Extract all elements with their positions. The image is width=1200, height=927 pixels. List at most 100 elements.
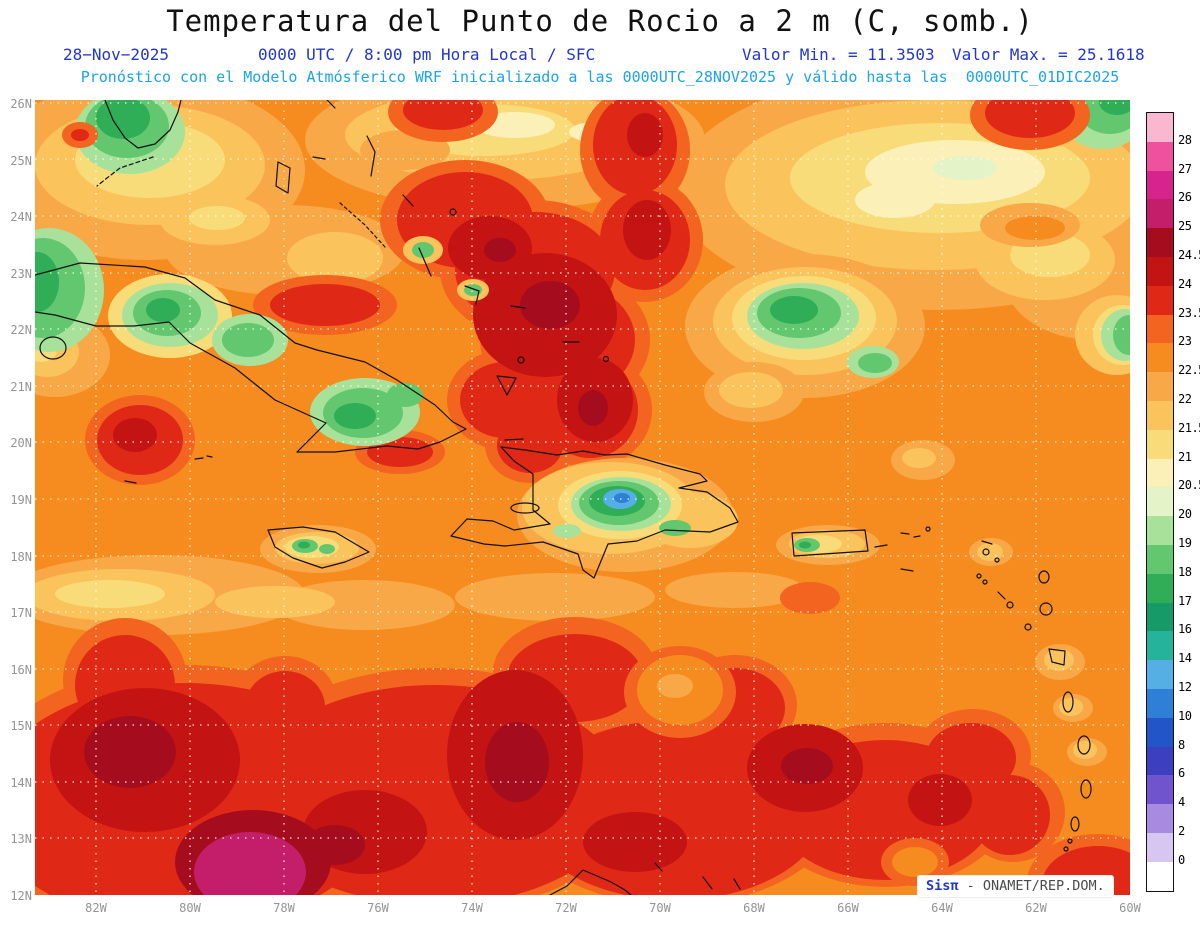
hispaniola-coastline: [450, 446, 739, 579]
florida-keys-coastline: [96, 156, 154, 187]
colorbar-segment: [1147, 660, 1173, 689]
lat-tick-label: 24N: [10, 210, 32, 225]
cuba-green-areas: [35, 228, 489, 446]
colorbar-label: 8: [1178, 737, 1185, 752]
lat-tick-label: 21N: [10, 379, 32, 394]
map-canvas: [35, 100, 1130, 895]
watermark: Sisπ - ONAMET/REP.DOM.: [918, 876, 1113, 897]
lat-tick-label: 19N: [10, 492, 32, 507]
lon-tick-label: 68W: [743, 901, 765, 915]
lat-tick-label: 12N: [10, 888, 32, 903]
tortuga-island-coastline: [504, 438, 524, 441]
lon-tick-label: 80W: [179, 901, 201, 915]
colorbar-segment: [1147, 429, 1173, 459]
colorbar-label: 20: [1178, 507, 1192, 522]
colorbar-label: 19: [1178, 536, 1192, 550]
colorbar-label: 4: [1178, 795, 1185, 810]
gonave-island-coastline: [510, 502, 540, 514]
colorbar-label: 28: [1178, 132, 1192, 147]
colorbar-label: 22: [1178, 392, 1192, 406]
east-green-area: [685, 254, 925, 398]
colorbar-label: 26: [1178, 190, 1192, 205]
colorbar-segment: [1147, 688, 1173, 718]
colorbar-segment: [1147, 199, 1173, 229]
colorbar-segment: [1147, 544, 1173, 574]
isla-juventud-coastline: [39, 336, 67, 360]
max-dewpoint-cell: [194, 832, 306, 895]
colorbar-label: 16: [1178, 622, 1192, 637]
model-info-line: Pronóstico con el Modelo Atmósferico WRF…: [80, 68, 1120, 86]
vieques-coastline: [874, 544, 888, 548]
colorbar-segment: [1147, 400, 1173, 430]
lat-tick-label: 23N: [10, 266, 32, 281]
lon-tick-label: 66W: [837, 901, 859, 915]
colorbar-segment: [1147, 314, 1173, 344]
colorbar-segment: [1147, 113, 1173, 142]
colorbar-label: 27: [1178, 161, 1192, 176]
colorbar-label: 25: [1178, 219, 1192, 234]
colorbar-label: 21: [1178, 449, 1192, 464]
lat-tick-label: 14N: [10, 775, 32, 790]
colorbar: [1146, 112, 1174, 892]
colorbar-label: 24: [1178, 276, 1192, 291]
jamaica-coastline: [267, 526, 370, 569]
lon-tick-label: 82W: [85, 901, 107, 915]
forecast-time: 0000 UTC / 8:00 pm Hora Local / SFC: [258, 45, 596, 64]
lat-tick-label: 13N: [10, 832, 32, 847]
colorbar-segment: [1147, 516, 1173, 545]
lat-tick-label: 18N: [10, 549, 32, 564]
colorbar-segment: [1147, 487, 1173, 517]
gridlines: [35, 102, 1130, 895]
colorbar-label: 23.5: [1178, 305, 1200, 320]
colorbar-label: 2: [1178, 824, 1185, 838]
lat-tick-label: 26N: [10, 97, 32, 111]
bahamas-coastlines: [275, 100, 610, 396]
lon-tick-label: 60W: [1119, 901, 1141, 915]
colorbar-segment: [1147, 170, 1173, 200]
colorbar-label: 21.5: [1178, 420, 1200, 435]
watermark-source: - ONAMET/REP.DOM.: [958, 878, 1105, 894]
south-america-coastlines: [549, 862, 741, 895]
lon-tick-label: 64W: [931, 901, 953, 915]
colorbar-label: 12: [1178, 680, 1192, 694]
colorbar-segment: [1147, 631, 1173, 661]
colorbar-label: 6: [1178, 766, 1185, 781]
colorbar-label: 0: [1178, 852, 1185, 867]
colorbar-label: 20.5: [1178, 478, 1200, 493]
colorbar-segment: [1147, 458, 1173, 488]
lat-tick-label: 20N: [10, 436, 32, 451]
lon-tick-label: 72W: [555, 901, 577, 915]
lat-tick-label: 25N: [10, 153, 32, 168]
colorbar-label: 10: [1178, 708, 1192, 723]
lat-tick-label: 15N: [10, 719, 32, 734]
watermark-brand: Sisπ: [926, 878, 959, 894]
colorbar-label: 18: [1178, 564, 1192, 579]
colorbar-segment: [1147, 141, 1173, 171]
cayman-coastlines: [124, 455, 213, 484]
colorbar-segment: [1147, 602, 1173, 632]
florida-coastline: [104, 100, 182, 149]
colorbar-label: 14: [1178, 651, 1192, 666]
colorbar-segment: [1147, 746, 1173, 776]
colorbar-segment: [1147, 804, 1173, 833]
colorbar-label: 22.5: [1178, 363, 1200, 378]
colorbar-segment: [1147, 832, 1173, 862]
forecast-date: 28−Nov−2025: [63, 45, 169, 64]
lat-tick-label: 22N: [10, 323, 32, 338]
colorbar-segment: [1147, 717, 1173, 747]
colorbar-segments: [1147, 113, 1173, 891]
lesser-antilles-coastlines: [900, 526, 1092, 895]
colorbar-segment: [1147, 228, 1173, 257]
colorbar-label: 23: [1178, 334, 1192, 349]
puerto-rico-coastline: [791, 529, 869, 557]
colorbar-segment: [1147, 573, 1173, 603]
lon-tick-label: 70W: [649, 901, 671, 915]
colorbar-segment: [1147, 775, 1173, 805]
lon-tick-label: 74W: [461, 901, 483, 915]
coastlines: [35, 100, 1092, 895]
colorbar-segment: [1147, 285, 1173, 315]
lat-tick-label: 16N: [10, 662, 32, 677]
lon-tick-label: 78W: [273, 901, 295, 915]
max-value-label: Valor Max. = 25.1618: [952, 45, 1145, 64]
